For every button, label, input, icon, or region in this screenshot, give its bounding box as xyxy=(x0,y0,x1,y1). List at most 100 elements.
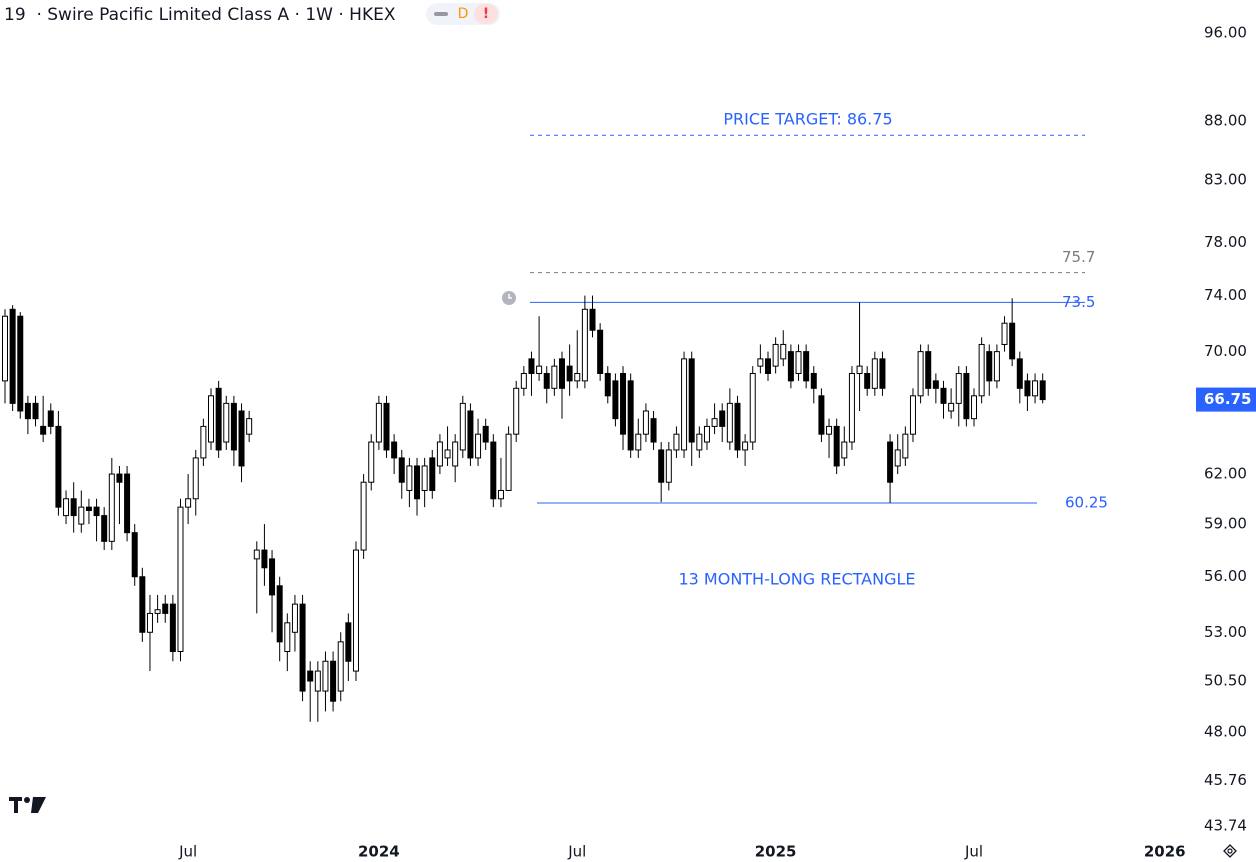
candle xyxy=(841,426,848,466)
candle-body xyxy=(520,372,527,389)
candle-body xyxy=(124,473,131,534)
candle xyxy=(1009,298,1016,367)
candle xyxy=(642,403,649,443)
candle-body xyxy=(658,449,665,483)
candle xyxy=(208,388,215,450)
candle-body xyxy=(1032,380,1039,397)
candle xyxy=(307,661,314,722)
candle-body xyxy=(765,358,771,374)
candle-body xyxy=(627,380,634,451)
candle-body xyxy=(482,425,489,443)
settings-icon[interactable] xyxy=(1223,844,1237,858)
candle xyxy=(719,403,726,443)
candles xyxy=(2,295,1046,722)
candle xyxy=(2,309,8,404)
candle-body xyxy=(1009,322,1016,360)
tv-logo[interactable] xyxy=(9,797,46,813)
candle-body xyxy=(1039,380,1046,401)
candle xyxy=(276,576,283,662)
candle-body xyxy=(604,372,611,397)
candle xyxy=(383,395,390,458)
candle xyxy=(124,465,131,542)
candle-body xyxy=(558,358,565,389)
candle-body xyxy=(215,387,222,451)
annotation: 13 MONTH-LONG RECTANGLE xyxy=(678,570,915,589)
candle-body xyxy=(971,395,978,420)
candle-body xyxy=(131,532,138,578)
candle-body xyxy=(589,308,596,331)
candle-body xyxy=(314,670,321,692)
y-tick-label: 43.74 xyxy=(1204,817,1247,835)
y-tick-label: 96.00 xyxy=(1204,24,1247,42)
candle xyxy=(116,465,123,525)
candle xyxy=(391,434,398,475)
badge-warning-bg xyxy=(474,4,498,24)
candle xyxy=(40,395,47,443)
candle xyxy=(581,295,588,389)
candle xyxy=(810,366,817,404)
candle xyxy=(787,344,794,389)
candle xyxy=(490,434,497,508)
candle-body xyxy=(551,365,558,389)
candle-body xyxy=(566,365,573,382)
candle-body xyxy=(848,372,855,443)
candle-body xyxy=(757,358,764,367)
candle xyxy=(70,482,77,533)
candle xyxy=(475,418,482,466)
candle xyxy=(444,426,451,466)
candle xyxy=(856,302,863,411)
candle xyxy=(414,457,421,516)
candle-body xyxy=(543,372,550,389)
candle-body xyxy=(650,418,657,443)
candle-body xyxy=(269,558,276,596)
candle xyxy=(848,366,855,450)
candle xyxy=(757,344,764,374)
candle xyxy=(726,388,733,450)
candle xyxy=(703,418,710,450)
candle-body xyxy=(490,441,497,500)
x-tick-label: 2025 xyxy=(755,843,797,861)
candle-body xyxy=(63,498,70,517)
candle xyxy=(711,403,718,435)
candle-body xyxy=(742,441,749,451)
candle-body xyxy=(932,380,939,389)
candle-body xyxy=(673,433,680,451)
candle-body xyxy=(887,441,894,483)
candle-body xyxy=(9,308,16,404)
candle-body xyxy=(1016,358,1023,389)
candle-body xyxy=(894,449,901,467)
candle xyxy=(803,344,810,389)
alarm-icon[interactable] xyxy=(502,291,516,305)
candle-body xyxy=(352,549,359,672)
candle-body xyxy=(47,410,54,427)
candle-body xyxy=(177,506,184,652)
x-tick-label: Jul xyxy=(964,843,983,861)
candle-body xyxy=(574,372,581,382)
candle-body xyxy=(414,465,421,500)
candle-body xyxy=(688,358,695,443)
candle-body xyxy=(703,425,710,443)
candle xyxy=(620,366,627,450)
candle xyxy=(459,395,466,458)
candle-body xyxy=(734,402,741,451)
candle-body xyxy=(93,506,100,517)
badge-warning[interactable]: ! xyxy=(483,6,489,22)
candle xyxy=(597,323,604,381)
candle xyxy=(955,366,962,427)
candle-body xyxy=(497,489,504,500)
candle xyxy=(368,434,375,491)
candle xyxy=(993,344,1000,389)
candle-body xyxy=(871,358,878,389)
candle xyxy=(688,351,695,466)
y-tick-label: 78.00 xyxy=(1204,233,1247,251)
badge-delayed[interactable]: D xyxy=(458,6,469,22)
candle xyxy=(742,434,749,466)
x-tick-label: 2024 xyxy=(358,843,400,861)
candle xyxy=(314,661,321,722)
y-tick-label: 74.00 xyxy=(1204,286,1247,304)
candle xyxy=(909,388,916,443)
y-tick-label: 48.00 xyxy=(1204,723,1247,741)
candle-body xyxy=(917,351,924,397)
candle-body xyxy=(162,603,169,614)
candle-body xyxy=(24,402,31,420)
